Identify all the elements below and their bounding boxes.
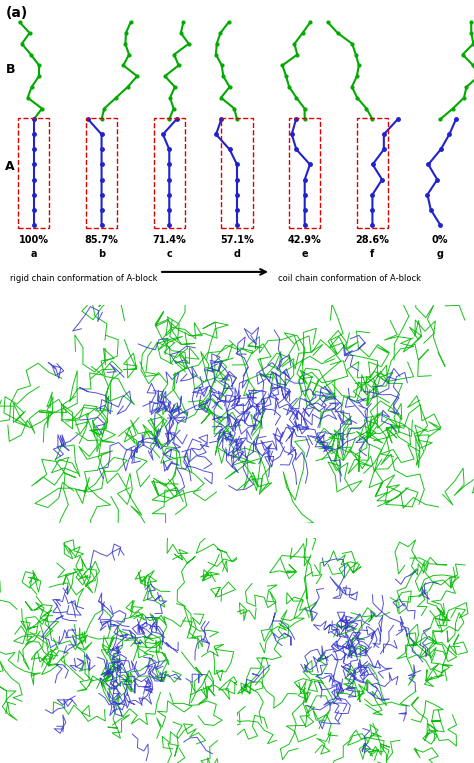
Text: a: a bbox=[31, 250, 37, 259]
Text: rigid chain conformation of A-block: rigid chain conformation of A-block bbox=[10, 274, 158, 283]
Text: A: A bbox=[5, 160, 15, 173]
Text: e: e bbox=[301, 250, 308, 259]
Text: 71.4%: 71.4% bbox=[153, 235, 186, 245]
Bar bbox=[221, 118, 253, 227]
Text: b: b bbox=[98, 250, 105, 259]
Bar bbox=[154, 118, 185, 227]
Text: g: g bbox=[437, 250, 444, 259]
Bar bbox=[289, 118, 320, 227]
Text: coil chain conformation of A-block: coil chain conformation of A-block bbox=[278, 274, 420, 283]
Text: f: f bbox=[370, 250, 374, 259]
Text: c: c bbox=[166, 250, 172, 259]
Text: (c): (c) bbox=[7, 545, 28, 559]
Text: (d): (d) bbox=[244, 545, 267, 559]
Text: 100%: 100% bbox=[19, 235, 49, 245]
Text: 85.7%: 85.7% bbox=[85, 235, 118, 245]
Text: 57.1%: 57.1% bbox=[220, 235, 254, 245]
Bar bbox=[86, 118, 117, 227]
Bar bbox=[357, 118, 388, 227]
Text: 42.9%: 42.9% bbox=[288, 235, 321, 245]
Text: (a): (a) bbox=[5, 5, 27, 20]
Text: 28.6%: 28.6% bbox=[356, 235, 389, 245]
Text: 0%: 0% bbox=[432, 235, 448, 245]
Text: d: d bbox=[234, 250, 240, 259]
Bar bbox=[18, 118, 49, 227]
Text: B: B bbox=[5, 63, 15, 76]
Text: (b): (b) bbox=[7, 314, 30, 328]
